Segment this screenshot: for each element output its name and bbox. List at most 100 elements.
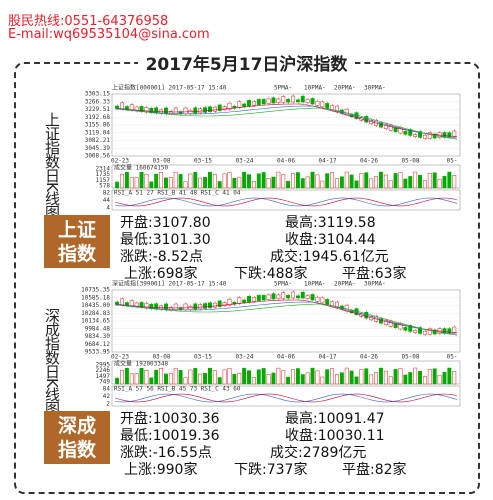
volume-bar bbox=[179, 370, 182, 384]
volume-bar bbox=[389, 377, 392, 384]
x-tick-label: 04-06 bbox=[277, 158, 295, 165]
volume-bar bbox=[189, 174, 192, 188]
candle-body bbox=[238, 298, 241, 304]
x-tick-label: 03-08 bbox=[152, 354, 170, 361]
volume-bar bbox=[321, 377, 324, 384]
y-tick-label: 10735.35 bbox=[81, 287, 110, 294]
volume-bar bbox=[394, 369, 397, 384]
candle-body bbox=[286, 295, 289, 298]
volume-bar bbox=[325, 174, 328, 188]
candle-body bbox=[413, 330, 416, 332]
x-tick-label: 04-06 bbox=[277, 354, 295, 361]
rsi-tick-label: 42 bbox=[103, 393, 111, 400]
candle-body bbox=[282, 293, 285, 299]
x-tick-label: 05-08 bbox=[401, 354, 419, 361]
volume-bar bbox=[262, 368, 265, 384]
rsi-tick-label: 84 bbox=[103, 386, 111, 393]
y-tick-label: 10435.00 bbox=[81, 302, 110, 309]
volume-bar bbox=[218, 181, 221, 188]
y-tick-label: 3119.04 bbox=[85, 129, 111, 136]
candle-body bbox=[272, 98, 275, 103]
x-tick-label: 05- bbox=[447, 354, 458, 361]
volume-bar bbox=[350, 371, 353, 384]
badge-text: 指数 bbox=[44, 242, 110, 266]
volume-bar bbox=[413, 172, 416, 188]
volume-bar bbox=[154, 174, 157, 188]
volume-bar bbox=[394, 173, 397, 188]
x-tick-label: 04-17 bbox=[318, 158, 336, 165]
volume-bar bbox=[384, 371, 387, 384]
volume-bar bbox=[218, 377, 221, 384]
candle-body bbox=[115, 302, 118, 304]
candle-body bbox=[120, 299, 123, 305]
candle-body bbox=[272, 294, 275, 299]
volume-bar bbox=[306, 373, 309, 384]
volume-bar bbox=[213, 370, 216, 384]
candle-body bbox=[242, 300, 245, 303]
volume-bar bbox=[428, 173, 431, 188]
stat-item: 上涨:990家 bbox=[124, 459, 197, 479]
volume-bar bbox=[301, 375, 304, 384]
y-tick-label: 9684.12 bbox=[85, 341, 111, 348]
email: E-mail:wq69535104@sina.com bbox=[8, 27, 210, 42]
volume-bar bbox=[443, 176, 446, 188]
kline-chart: 深证成指[399001] 2017-05-17 15:405PMA-10PMA-… bbox=[74, 280, 464, 408]
volume-bar bbox=[174, 172, 177, 188]
volume-bar bbox=[252, 181, 255, 188]
y-tick-label: 3045.39 bbox=[85, 145, 111, 152]
candle-body bbox=[316, 101, 319, 105]
volume-bar bbox=[238, 373, 241, 384]
volume-bar bbox=[448, 368, 451, 384]
candle-body bbox=[301, 96, 304, 102]
candle-body bbox=[174, 108, 177, 114]
volume-bar bbox=[369, 375, 372, 384]
volume-bar bbox=[306, 177, 309, 188]
volume-bar bbox=[203, 177, 206, 188]
volume-bar bbox=[115, 378, 118, 384]
x-tick-label: 03-15 bbox=[194, 354, 212, 361]
volume-bar bbox=[159, 368, 162, 384]
candle-body bbox=[203, 108, 206, 113]
volume-bar bbox=[448, 172, 451, 188]
volume-bar bbox=[242, 172, 245, 188]
volume-bar bbox=[159, 172, 162, 188]
x-tick-label: 03-24 bbox=[235, 354, 253, 361]
volume-bar bbox=[374, 373, 377, 384]
volume-bar bbox=[150, 378, 153, 384]
volume-bar bbox=[350, 175, 353, 188]
volume-bar bbox=[189, 370, 192, 384]
volume-bar bbox=[404, 179, 407, 188]
y-tick-label: 3229.51 bbox=[85, 106, 111, 113]
volume-bar bbox=[223, 370, 226, 384]
candle-body bbox=[198, 305, 201, 309]
volume-bar bbox=[282, 371, 285, 384]
volume-bar bbox=[379, 172, 382, 188]
volume-bar bbox=[198, 374, 201, 384]
volume-bar bbox=[365, 369, 368, 384]
stat-item: 下跌:737家 bbox=[234, 459, 307, 479]
candle-body bbox=[311, 294, 314, 300]
volume-bar bbox=[409, 372, 412, 384]
volume-bar bbox=[247, 371, 250, 384]
volume-bar bbox=[252, 377, 255, 384]
chart-header: 上证指数[000001] 2017-05-17 15:40 bbox=[112, 84, 227, 92]
candle-body bbox=[115, 106, 118, 108]
y-tick-label: 3266.33 bbox=[85, 98, 111, 105]
volume-label: 成交量 192003348 bbox=[114, 360, 169, 368]
volume-bar bbox=[301, 179, 304, 188]
volume-bar bbox=[194, 368, 197, 384]
volume-bar bbox=[345, 172, 348, 188]
volume-bar bbox=[164, 178, 167, 188]
ma-legend: 20PMA- bbox=[334, 281, 356, 288]
y-tick-label: 9984.48 bbox=[85, 325, 111, 332]
rsi-line bbox=[115, 198, 457, 206]
volume-bar bbox=[389, 181, 392, 188]
badge: 深成指数 bbox=[44, 411, 110, 464]
volume-bar bbox=[282, 175, 285, 188]
rsi-label: RSI_A 57 56 RSI_B 45 73 RSI_C 43 60 bbox=[114, 386, 241, 393]
y-tick-label: 9834.30 bbox=[85, 333, 111, 340]
stat-item: 平盘:82家 bbox=[342, 459, 407, 479]
candle-body bbox=[252, 102, 255, 106]
candle-body bbox=[413, 134, 416, 136]
volume-bar bbox=[345, 368, 348, 384]
